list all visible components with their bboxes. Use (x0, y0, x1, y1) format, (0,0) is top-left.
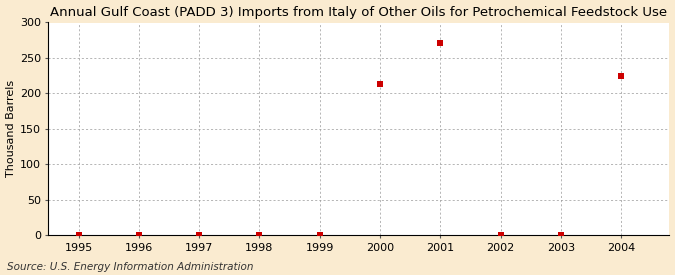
Title: Annual Gulf Coast (PADD 3) Imports from Italy of Other Oils for Petrochemical Fe: Annual Gulf Coast (PADD 3) Imports from … (51, 6, 668, 18)
Point (194, 233, 205, 238)
Point (254, 233, 265, 238)
Text: Source: U.S. Energy Information Administration: Source: U.S. Energy Information Administ… (7, 262, 253, 272)
Point (495, 233, 506, 238)
Point (435, 41, 446, 45)
Point (375, 81, 385, 86)
Point (315, 233, 325, 238)
Point (616, 74, 626, 79)
Point (134, 233, 144, 238)
Point (73, 233, 84, 238)
Point (556, 233, 566, 238)
Y-axis label: Thousand Barrels: Thousand Barrels (5, 80, 16, 177)
